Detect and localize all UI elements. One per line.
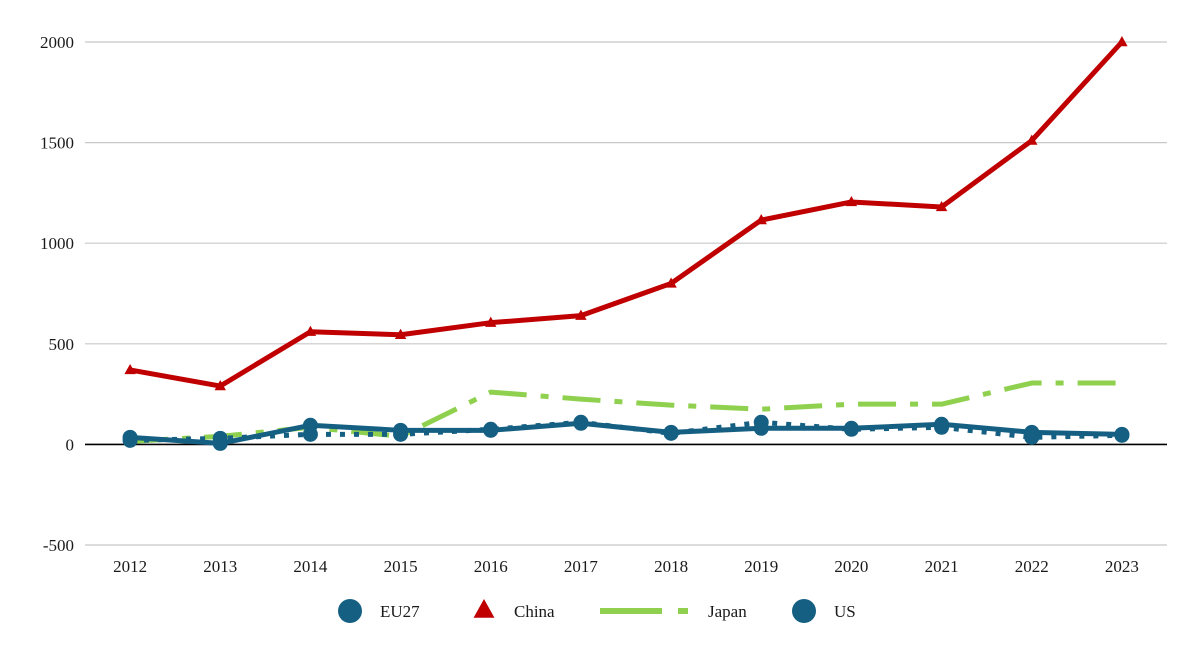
- data-point-china: [485, 316, 497, 327]
- data-point-us: [843, 420, 859, 436]
- data-point-us: [483, 422, 499, 438]
- data-point-china: [304, 325, 317, 336]
- data-point-china: [575, 309, 587, 320]
- data-point-us: [663, 424, 679, 440]
- x-tick-label: 2012: [113, 557, 147, 576]
- data-point-china: [935, 200, 948, 212]
- data-point-china: [124, 363, 136, 375]
- data-point-china: [755, 214, 767, 225]
- x-tick-label: 2021: [925, 557, 959, 576]
- series-lines: [122, 36, 1130, 451]
- y-tick-label: 500: [49, 335, 75, 354]
- x-tick-label: 2017: [564, 557, 599, 576]
- data-point-us: [753, 420, 769, 436]
- series-line-eu27: [130, 419, 1122, 443]
- legend-label-eu27: EU27: [380, 602, 420, 621]
- data-point-us: [1024, 424, 1040, 440]
- data-point-us: [393, 422, 409, 438]
- data-point-us: [302, 417, 318, 433]
- x-tick-label: 2014: [293, 557, 328, 576]
- legend-label-us: US: [834, 602, 856, 621]
- data-point-us: [122, 429, 138, 445]
- data-point-us: [934, 416, 950, 432]
- y-tick-label: 1500: [40, 134, 74, 153]
- y-tick-label: 0: [66, 435, 75, 454]
- legend: EU27 China Japan US: [338, 599, 856, 623]
- legend-label-china: China: [514, 602, 555, 621]
- data-point-china: [214, 380, 226, 391]
- data-point-china: [1116, 36, 1128, 47]
- data-point-us: [212, 435, 228, 451]
- x-tick-label: 2019: [744, 557, 778, 576]
- x-tick-label: 2013: [203, 557, 237, 576]
- x-tick-label: 2023: [1105, 557, 1139, 576]
- data-point-us: [573, 415, 589, 431]
- legend-swatch-china: [473, 599, 495, 618]
- data-point-china: [665, 277, 677, 288]
- series-line-us: [129, 420, 1122, 446]
- axes: -500 0 500 1000 1500 2000 2012 2013 2014 2015 2016…: [40, 33, 1167, 576]
- y-tick-label: -500: [43, 536, 74, 555]
- data-point-china: [845, 195, 858, 207]
- x-tick-label: 2020: [834, 557, 868, 576]
- y-tick-label: 2000: [40, 33, 74, 52]
- y-tick-label: 1000: [40, 234, 74, 253]
- x-tick-label: 2018: [654, 557, 688, 576]
- data-point-us: [1114, 426, 1130, 442]
- data-point-china: [394, 328, 407, 339]
- x-tick-label: 2015: [384, 557, 418, 576]
- legend-label-japan: Japan: [708, 602, 747, 621]
- data-point-china: [1026, 134, 1038, 145]
- x-tick-label: 2022: [1015, 557, 1049, 576]
- x-tick-label: 2016: [474, 557, 508, 576]
- legend-swatch-us: [792, 599, 816, 623]
- gridlines: [85, 41, 1167, 546]
- series-line-china: [129, 40, 1124, 389]
- legend-swatch-eu27: [338, 599, 362, 623]
